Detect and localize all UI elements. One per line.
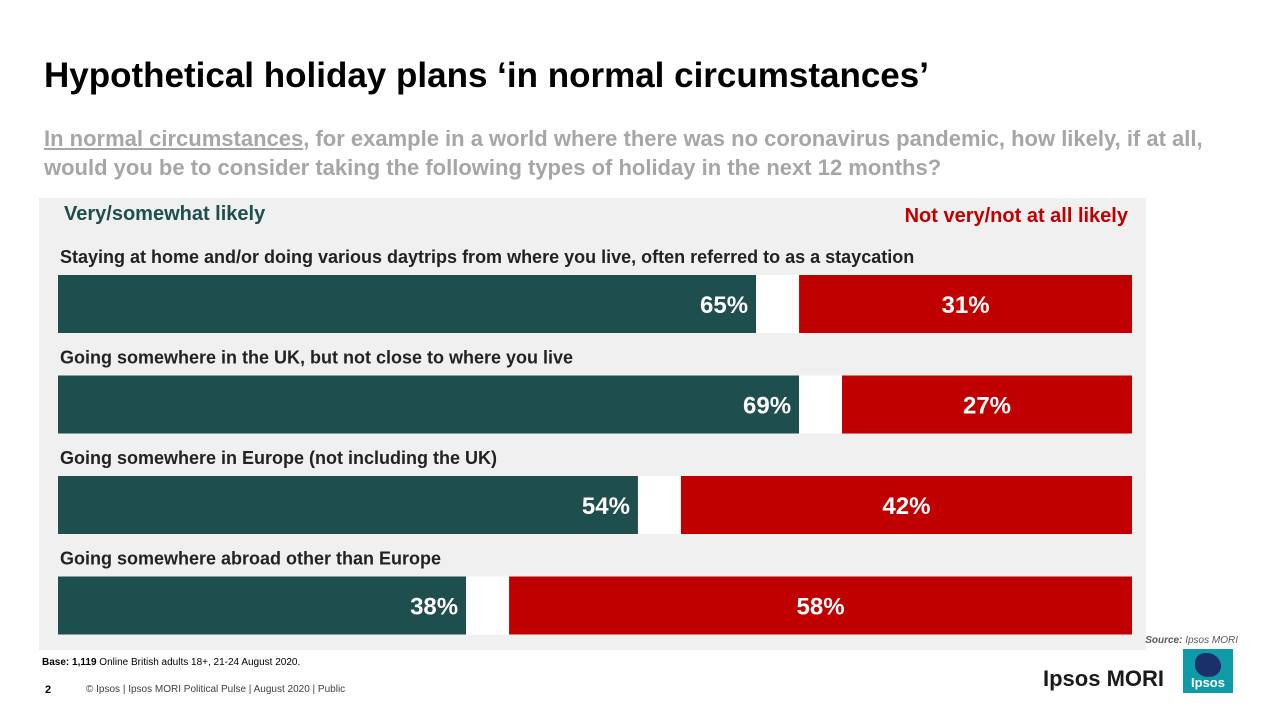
value-label-likely: 65% (700, 292, 748, 319)
footer-text: © Ipsos | Ipsos MORI Political Pulse | A… (86, 684, 345, 695)
source-note: Source: Ipsos MORI (1145, 635, 1238, 646)
base-value: 1,119 (72, 657, 96, 668)
value-label-likely: 38% (410, 594, 458, 621)
ipsos-logo: Ipsos (1183, 649, 1233, 693)
category-label: Going somewhere abroad other than Europe (60, 549, 441, 569)
source-value: Ipsos MORI (1185, 635, 1238, 646)
bar-likely (58, 376, 799, 434)
stacked-bar-chart: Staying at home and/or doing various day… (0, 0, 1280, 720)
category-label: Staying at home and/or doing various day… (60, 247, 914, 267)
page-number: 2 (45, 684, 51, 696)
base-note: Base: 1,119 Online British adults 18+, 2… (42, 657, 300, 668)
bar-likely (58, 577, 466, 635)
category-label: Going somewhere in the UK, but not close… (60, 348, 573, 368)
bar-gap (799, 376, 842, 434)
source-label: Source: (1145, 635, 1182, 646)
value-label-unlikely: 58% (797, 594, 845, 621)
value-label-unlikely: 42% (882, 493, 930, 520)
bar-gap (756, 275, 799, 333)
bar-gap (638, 476, 681, 534)
base-rest: Online British adults 18+, 21-24 August … (99, 657, 300, 668)
value-label-likely: 69% (743, 393, 791, 420)
brand-name: Ipsos MORI (1043, 666, 1164, 692)
logo-text: Ipsos (1183, 675, 1233, 690)
value-label-likely: 54% (582, 493, 630, 520)
category-label: Going somewhere in Europe (not including… (60, 448, 497, 468)
value-label-unlikely: 31% (942, 292, 990, 319)
value-label-unlikely: 27% (963, 393, 1011, 420)
logo-mark-icon (1195, 653, 1221, 677)
bar-likely (58, 275, 756, 333)
base-label: Base: (42, 657, 69, 668)
bar-gap (466, 577, 509, 635)
bar-likely (58, 476, 638, 534)
